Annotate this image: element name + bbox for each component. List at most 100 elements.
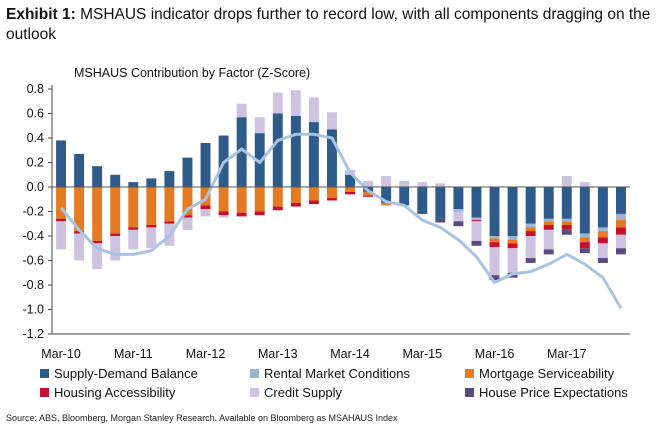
legend-swatch: [40, 369, 49, 378]
y-tick-label: 0.0: [27, 180, 44, 194]
bar-segment: [435, 183, 446, 187]
mshaus-line: [59, 132, 623, 310]
bar-segment: [417, 182, 428, 187]
bar-segment: [164, 171, 175, 187]
bar-segment: [579, 242, 590, 249]
bar-segment: [110, 174, 121, 187]
bar-segment: [543, 224, 554, 230]
bar-segment: [435, 218, 446, 223]
bar-segment: [561, 224, 572, 230]
bar-segment: [272, 206, 283, 211]
bar-segment: [597, 187, 608, 228]
bar-segment: [182, 187, 193, 216]
bar-segment: [507, 248, 518, 273]
exhibit-title-text: MSHAUS indicator drops further to record…: [6, 6, 651, 43]
bar-segment: [218, 211, 229, 216]
bar-segment: [561, 221, 572, 225]
bar-segment: [489, 238, 500, 243]
bar-segment: [471, 187, 482, 218]
bar-segment: [579, 233, 590, 238]
bar-segment: [218, 187, 229, 212]
bar-segment: [56, 140, 66, 187]
bar-segment: [435, 187, 446, 219]
bar-segment: [146, 224, 157, 228]
bar-segment: [92, 240, 103, 244]
legend-item: House Price Expectations: [465, 385, 628, 400]
bar-segment: [616, 248, 626, 255]
bar-segment: [579, 237, 590, 243]
y-tick-label: -1.0: [22, 303, 44, 317]
bar-segment: [74, 233, 85, 261]
bar-segment: [597, 237, 608, 244]
bar-segment: [489, 187, 500, 236]
bar-segment: [363, 191, 374, 196]
legend-item: Housing Accessibility: [40, 385, 175, 400]
chart-axes: 0.8 0.6 0.4 0.2 0.0 -0.2 -0.4 -0.6 -0.8 -1.0 -1.2 M…: [22, 82, 630, 361]
bar-segment: [56, 221, 66, 250]
bar-segment: [254, 211, 265, 216]
x-tick-label: Mar-17: [547, 347, 587, 361]
chart-title: MSHAUS Contribution by Factor (Z-Score): [74, 66, 311, 80]
bar-segment: [525, 258, 536, 263]
bar-segment: [236, 187, 247, 213]
bar-segment: [489, 242, 500, 248]
bar-segment: [128, 187, 139, 228]
y-tick-label: 0.8: [27, 82, 44, 96]
bar-segment: [579, 182, 590, 187]
bar-segment: [182, 217, 193, 230]
legend-label: Rental Market Conditions: [264, 366, 410, 381]
legend-label: Housing Accessibility: [54, 385, 176, 400]
y-tick-label: -1.2: [22, 327, 44, 341]
bar-segment: [74, 231, 85, 234]
bar-segment: [345, 174, 355, 187]
bar-segment: [471, 221, 482, 241]
y-tick-label: 0.6: [27, 107, 44, 121]
bar-segment: [345, 187, 355, 192]
bar-segment: [597, 243, 608, 259]
bar-segment: [200, 142, 211, 187]
bar-segment: [128, 227, 139, 230]
bar-segment: [489, 275, 500, 281]
bar-segment: [327, 187, 337, 199]
bar-segment: [200, 205, 211, 210]
bar-segment: [110, 236, 121, 261]
bar-segment: [616, 234, 626, 249]
bar-segment: [164, 187, 175, 222]
bar-segment: [290, 202, 301, 207]
bar-segment: [164, 221, 175, 224]
bar-segment: [525, 236, 536, 259]
bar-segment: [616, 220, 626, 228]
bar-segment: [579, 187, 590, 234]
legend-swatch: [250, 369, 259, 378]
legend-swatch: [465, 388, 474, 397]
bar-segment: [597, 258, 608, 263]
bar-segment: [453, 209, 464, 212]
legend-label: Mortgage Serviceability: [479, 366, 615, 381]
bar-segment: [471, 217, 482, 221]
bar-segment: [489, 236, 500, 239]
bar-segment: [507, 187, 518, 236]
legend-item: Mortgage Serviceability: [465, 366, 614, 381]
legend-item: Supply-Demand Balance: [40, 366, 198, 381]
bar-segment: [507, 239, 518, 244]
legend-item: Credit Supply: [250, 385, 342, 400]
bar-segment: [507, 236, 518, 240]
bar-segment: [616, 227, 626, 235]
x-tick-label: Mar-14: [330, 347, 370, 361]
bar-segment: [110, 233, 121, 236]
bar-segment: [381, 187, 392, 203]
legend-item: Rental Market Conditions: [250, 366, 410, 381]
x-tick-label: Mar-15: [402, 347, 442, 361]
bar-segment: [146, 187, 157, 225]
bar-segment: [182, 157, 193, 187]
legend-label: Credit Supply: [264, 385, 343, 400]
bar-segment: [308, 122, 319, 187]
bar-segment: [597, 231, 608, 238]
bar-segment: [327, 112, 337, 130]
x-tick-label: Mar-10: [41, 347, 81, 361]
bar-segment: [74, 187, 85, 232]
bar-segment: [453, 211, 464, 222]
bar-segment: [381, 202, 392, 206]
bar-segment: [327, 129, 337, 187]
